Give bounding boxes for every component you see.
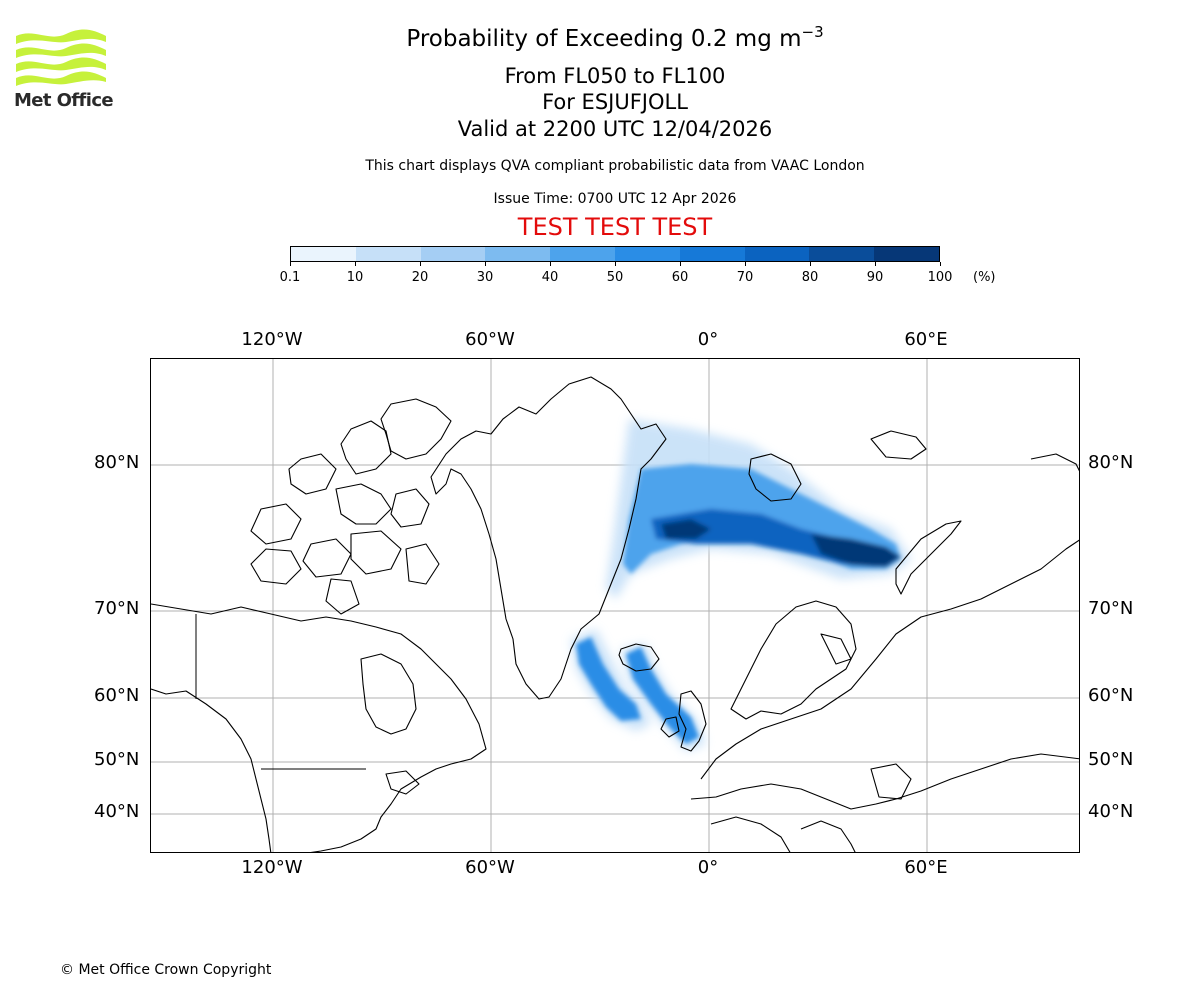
colorbar-tick-mark <box>810 262 811 266</box>
colorbar <box>290 246 940 262</box>
colorbar-tick-mark <box>420 262 421 266</box>
subtitle-valid-time: Valid at 2200 UTC 12/04/2026 <box>457 117 773 141</box>
lon-label-top: 0° <box>697 329 719 350</box>
lon-label-top: 120°W <box>241 329 303 350</box>
colorbar-segment <box>679 247 745 261</box>
lat-label-right: 80°N <box>1088 452 1134 473</box>
colorbar-segment <box>874 247 939 261</box>
colorbar-segment <box>614 247 680 261</box>
colorbar-segment <box>291 247 356 261</box>
map-svg <box>151 359 1079 852</box>
met-office-logo-icon <box>14 28 108 114</box>
copyright-text: © Met Office Crown Copyright <box>60 962 272 978</box>
colorbar-tick-label: 0.1 <box>279 270 301 285</box>
lon-label-bottom: 120°W <box>241 857 303 878</box>
colorbar-tick-mark <box>615 262 616 266</box>
logo-text: Met Office <box>14 90 114 111</box>
subtitle-volcano: For ESJUFJOLL <box>542 90 688 114</box>
colorbar-tick-mark <box>940 262 941 266</box>
lat-label-left: 40°N <box>94 801 140 822</box>
colorbar-tick-mark <box>355 262 356 266</box>
colorbar-tick-label: 40 <box>541 270 559 285</box>
lon-label-bottom: 60°E <box>904 857 948 878</box>
lat-label-left: 60°N <box>94 685 140 706</box>
colorbar-tick-mark <box>485 262 486 266</box>
ash-plume <box>571 419 911 751</box>
colorbar-tick-mark <box>680 262 681 266</box>
graticule <box>151 359 1079 852</box>
colorbar-tick-label: 80 <box>801 270 819 285</box>
lat-label-right: 60°N <box>1088 685 1134 706</box>
colorbar-tick-label: 100 <box>927 270 953 285</box>
chart-title: Probability of Exceeding 0.2 mg m−3 <box>406 23 824 53</box>
issue-time: Issue Time: 0700 UTC 12 Apr 2026 <box>493 191 737 207</box>
colorbar-tick-mark <box>550 262 551 266</box>
subtitle-levels: From FL050 to FL100 <box>504 64 726 88</box>
lat-label-left: 50°N <box>94 749 140 770</box>
test-banner: TEST TEST TEST <box>517 213 713 241</box>
colorbar-tick-label: 30 <box>476 270 494 285</box>
lon-label-top: 60°W <box>465 329 515 350</box>
colorbar-tick-label: 90 <box>866 270 884 285</box>
colorbar-segment <box>420 247 486 261</box>
chart-note: This chart displays QVA compliant probab… <box>365 158 865 174</box>
lat-label-left: 70°N <box>94 598 140 619</box>
coastlines <box>151 376 1079 852</box>
lon-label-bottom: 60°W <box>465 857 515 878</box>
colorbar-tick-mark <box>290 262 291 266</box>
lon-label-top: 60°E <box>904 329 948 350</box>
colorbar-tick-label: 50 <box>606 270 624 285</box>
colorbar-segment <box>744 247 810 261</box>
colorbar-tick-mark <box>875 262 876 266</box>
colorbar-segment <box>485 247 551 261</box>
colorbar-tick-label: 10 <box>346 270 364 285</box>
lat-label-right: 70°N <box>1088 598 1134 619</box>
colorbar-segment <box>550 247 615 261</box>
colorbar-segment <box>809 247 875 261</box>
map-panel[interactable] <box>150 358 1080 853</box>
lat-label-left: 80°N <box>94 452 140 473</box>
colorbar-unit: (%) <box>973 270 996 285</box>
lat-label-right: 40°N <box>1088 801 1134 822</box>
lon-label-bottom: 0° <box>697 857 719 878</box>
colorbar-segment <box>355 247 421 261</box>
lat-label-right: 50°N <box>1088 749 1134 770</box>
colorbar-tick-label: 20 <box>411 270 429 285</box>
colorbar-tick-label: 70 <box>736 270 754 285</box>
colorbar-tick-mark <box>745 262 746 266</box>
colorbar-tick-label: 60 <box>671 270 689 285</box>
